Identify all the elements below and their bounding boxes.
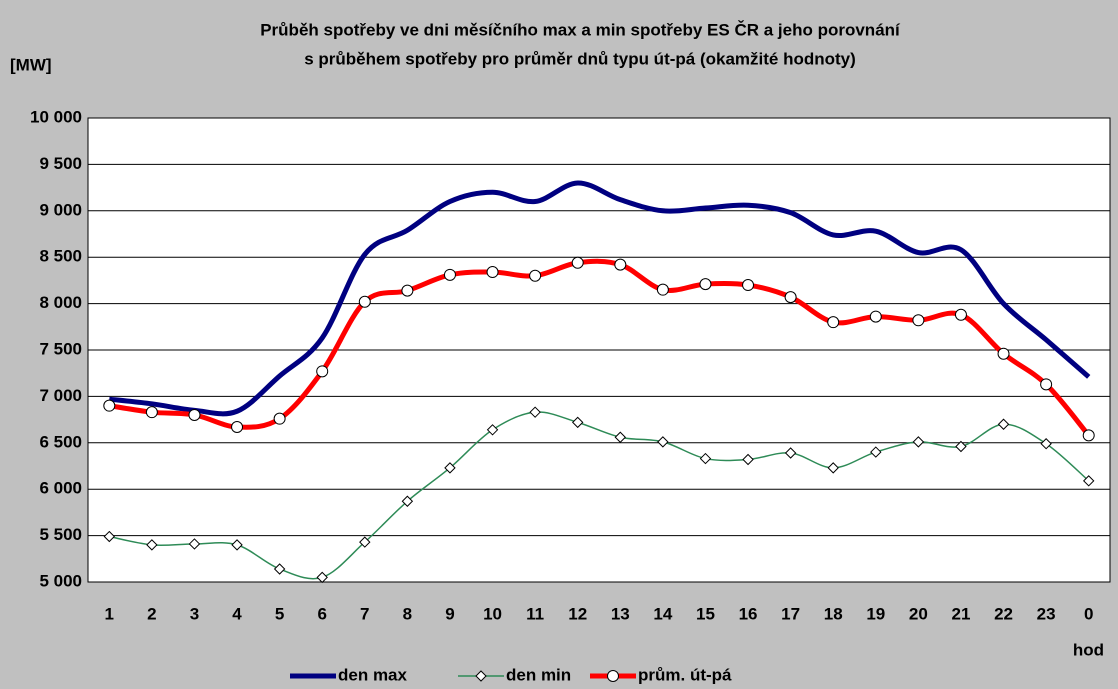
- point-marker: [145, 406, 158, 419]
- x-tick-label: 2: [147, 604, 156, 623]
- x-tick-label: 0: [1084, 604, 1093, 623]
- point-marker: [231, 539, 243, 551]
- x-tick-label: 10: [483, 604, 502, 623]
- point-marker: [742, 453, 754, 466]
- point-marker: [273, 563, 286, 575]
- point-marker: [870, 446, 882, 458]
- x-tick-label: 22: [994, 604, 1013, 623]
- point-marker: [657, 436, 669, 448]
- point-marker: [912, 314, 925, 327]
- y-tick-label: 7 000: [39, 386, 82, 405]
- series-line: [109, 180, 1091, 417]
- x-tick-label: 17: [781, 604, 800, 623]
- point-marker: [997, 347, 1010, 360]
- point-marker: [954, 308, 967, 321]
- point-marker: [827, 462, 839, 474]
- y-tick-label: 9 500: [39, 154, 82, 173]
- legend-marker: [475, 670, 487, 682]
- point-marker: [273, 412, 286, 425]
- point-marker: [827, 316, 840, 329]
- point-marker: [401, 495, 414, 507]
- point-marker: [784, 291, 797, 304]
- point-marker: [1040, 378, 1053, 391]
- y-tick-label: 8 000: [39, 293, 82, 312]
- x-tick-label: 16: [739, 604, 758, 623]
- chart-title: s průběhem spotřeby pro průměr dnů typu …: [304, 49, 856, 68]
- x-tick-label: 3: [190, 604, 199, 623]
- point-marker: [103, 399, 116, 412]
- x-tick-label: 4: [232, 604, 242, 623]
- x-tick-label: 21: [951, 604, 970, 623]
- point-marker: [784, 447, 797, 459]
- y-tick-label: 6 000: [39, 479, 82, 498]
- x-tick-label: 20: [909, 604, 928, 623]
- x-tick-label: 8: [403, 604, 412, 623]
- point-marker: [103, 530, 115, 543]
- point-marker: [742, 279, 755, 292]
- y-tick-label: 9 000: [39, 200, 82, 219]
- point-marker: [997, 418, 1010, 430]
- x-tick-label: 19: [866, 604, 885, 623]
- x-tick-label: 6: [317, 604, 326, 623]
- x-axis-label: hod: [1073, 640, 1104, 659]
- x-tick-label: 14: [653, 604, 672, 623]
- point-marker: [316, 571, 328, 584]
- y-tick-label: 10 000: [30, 107, 82, 126]
- point-marker: [358, 295, 371, 308]
- point-marker: [188, 538, 201, 550]
- point-marker: [401, 284, 414, 297]
- point-marker: [359, 536, 371, 548]
- y-tick-label: 5 000: [39, 571, 82, 590]
- point-marker: [231, 421, 244, 434]
- x-tick-label: 11: [526, 604, 544, 623]
- y-tick-label: 7 500: [39, 339, 82, 358]
- point-marker: [1040, 438, 1052, 450]
- point-marker: [656, 283, 669, 296]
- x-tick-label: 12: [568, 604, 587, 623]
- x-tick-label: 7: [360, 604, 369, 623]
- x-tick-label: 5: [275, 604, 284, 623]
- point-marker: [146, 539, 158, 551]
- point-marker: [699, 452, 712, 465]
- point-marker: [955, 440, 967, 453]
- y-tick-label: 8 500: [39, 247, 82, 266]
- chart-title: Průběh spotřeby ve dni měsíčního max a m…: [260, 20, 901, 39]
- point-marker: [188, 408, 201, 421]
- point-marker: [869, 310, 882, 323]
- point-marker: [614, 431, 626, 443]
- point-marker: [912, 436, 925, 448]
- legend-label: den max: [338, 665, 408, 684]
- point-marker: [571, 256, 584, 269]
- x-tick-label: 13: [611, 604, 630, 623]
- point-marker: [1082, 429, 1095, 442]
- point-marker: [529, 406, 541, 418]
- legend-label: den min: [506, 665, 571, 684]
- legend-label: prům. út-pá: [638, 665, 732, 684]
- x-tick-label: 1: [105, 604, 114, 623]
- y-tick-label: 6 500: [39, 432, 82, 451]
- x-tick-label: 18: [824, 604, 843, 623]
- point-marker: [529, 269, 542, 282]
- point-marker: [614, 258, 627, 271]
- legend-marker: [607, 670, 619, 682]
- x-tick-label: 15: [696, 604, 715, 623]
- point-marker: [486, 424, 499, 436]
- point-marker: [1083, 475, 1095, 487]
- point-marker: [444, 462, 456, 474]
- point-marker: [486, 266, 499, 279]
- point-marker: [443, 268, 456, 281]
- y-tick-label: 5 500: [39, 525, 82, 544]
- x-tick-label: 23: [1037, 604, 1056, 623]
- point-marker: [699, 278, 712, 291]
- y-axis-label: [MW]: [10, 55, 52, 74]
- point-marker: [572, 416, 584, 429]
- point-marker: [316, 365, 329, 378]
- x-tick-label: 9: [445, 604, 454, 623]
